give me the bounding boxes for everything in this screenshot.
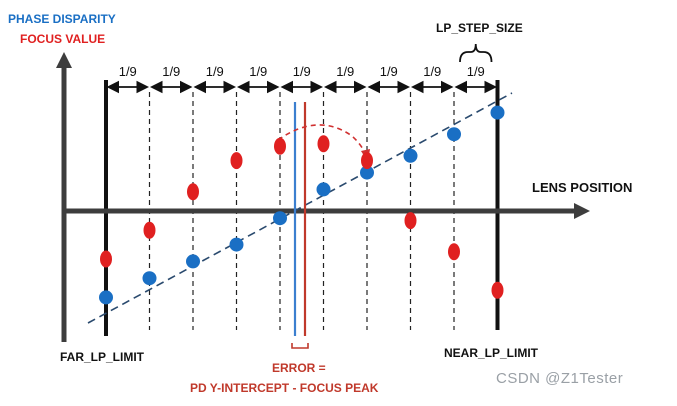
phase-disparity-point (403, 148, 418, 163)
step-fraction-label: 1/9 (292, 64, 311, 79)
error-label: ERROR = (272, 361, 326, 375)
focus-value-point (100, 250, 112, 268)
step-fraction-label: 1/9 (423, 64, 442, 79)
step-fraction-label: 1/9 (466, 64, 485, 79)
phase-disparity-point (316, 182, 331, 197)
phase-disparity-point (447, 127, 461, 142)
y-axis-label-phase-disparity: PHASE DISPARITY (8, 12, 116, 26)
focus-value-point (404, 212, 417, 230)
x-axis-label-lens-position: LENS POSITION (532, 180, 633, 195)
error-formula-label: PD Y-INTERCEPT - FOCUS PEAK (190, 381, 379, 395)
phase-disparity-point (186, 254, 200, 269)
step-fraction-label: 1/9 (205, 64, 224, 79)
step-fraction-label: 1/9 (118, 64, 137, 79)
focus-value-point (491, 281, 504, 299)
error-bracket (291, 343, 309, 349)
lp-step-size-brace (459, 43, 493, 63)
phase-disparity-point (273, 211, 287, 226)
step-fraction-label: 1/9 (336, 64, 355, 79)
step-fraction-label: 1/9 (162, 64, 181, 79)
phase-disparity-point (360, 165, 374, 180)
phase-disparity-point (99, 290, 113, 305)
focus-value-point (274, 137, 286, 155)
focus-value-point (448, 243, 460, 261)
focus-value-point (143, 221, 156, 239)
pd-fit-line (87, 92, 513, 324)
x-axis-arrowhead (574, 203, 590, 219)
step-fraction-label: 1/9 (249, 64, 268, 79)
phase-disparity-point (490, 105, 505, 120)
focus-value-point (187, 183, 199, 201)
near-lp-limit-label: NEAR_LP_LIMIT (444, 346, 539, 360)
focus-value-point (230, 152, 243, 170)
watermark: CSDN @Z1Tester (496, 370, 624, 387)
y-axis-arrowhead (56, 52, 72, 68)
step-fraction-label: 1/9 (379, 64, 398, 79)
focus-value-point (361, 152, 373, 170)
far-lp-limit-label: FAR_LP_LIMIT (60, 350, 145, 364)
focus-value-point (317, 135, 330, 153)
lp-step-size-label: LP_STEP_SIZE (436, 21, 523, 35)
phase-disparity-point (229, 237, 244, 252)
y-axis-label-focus-value: FOCUS VALUE (20, 32, 106, 46)
phase-disparity-point (142, 271, 157, 286)
